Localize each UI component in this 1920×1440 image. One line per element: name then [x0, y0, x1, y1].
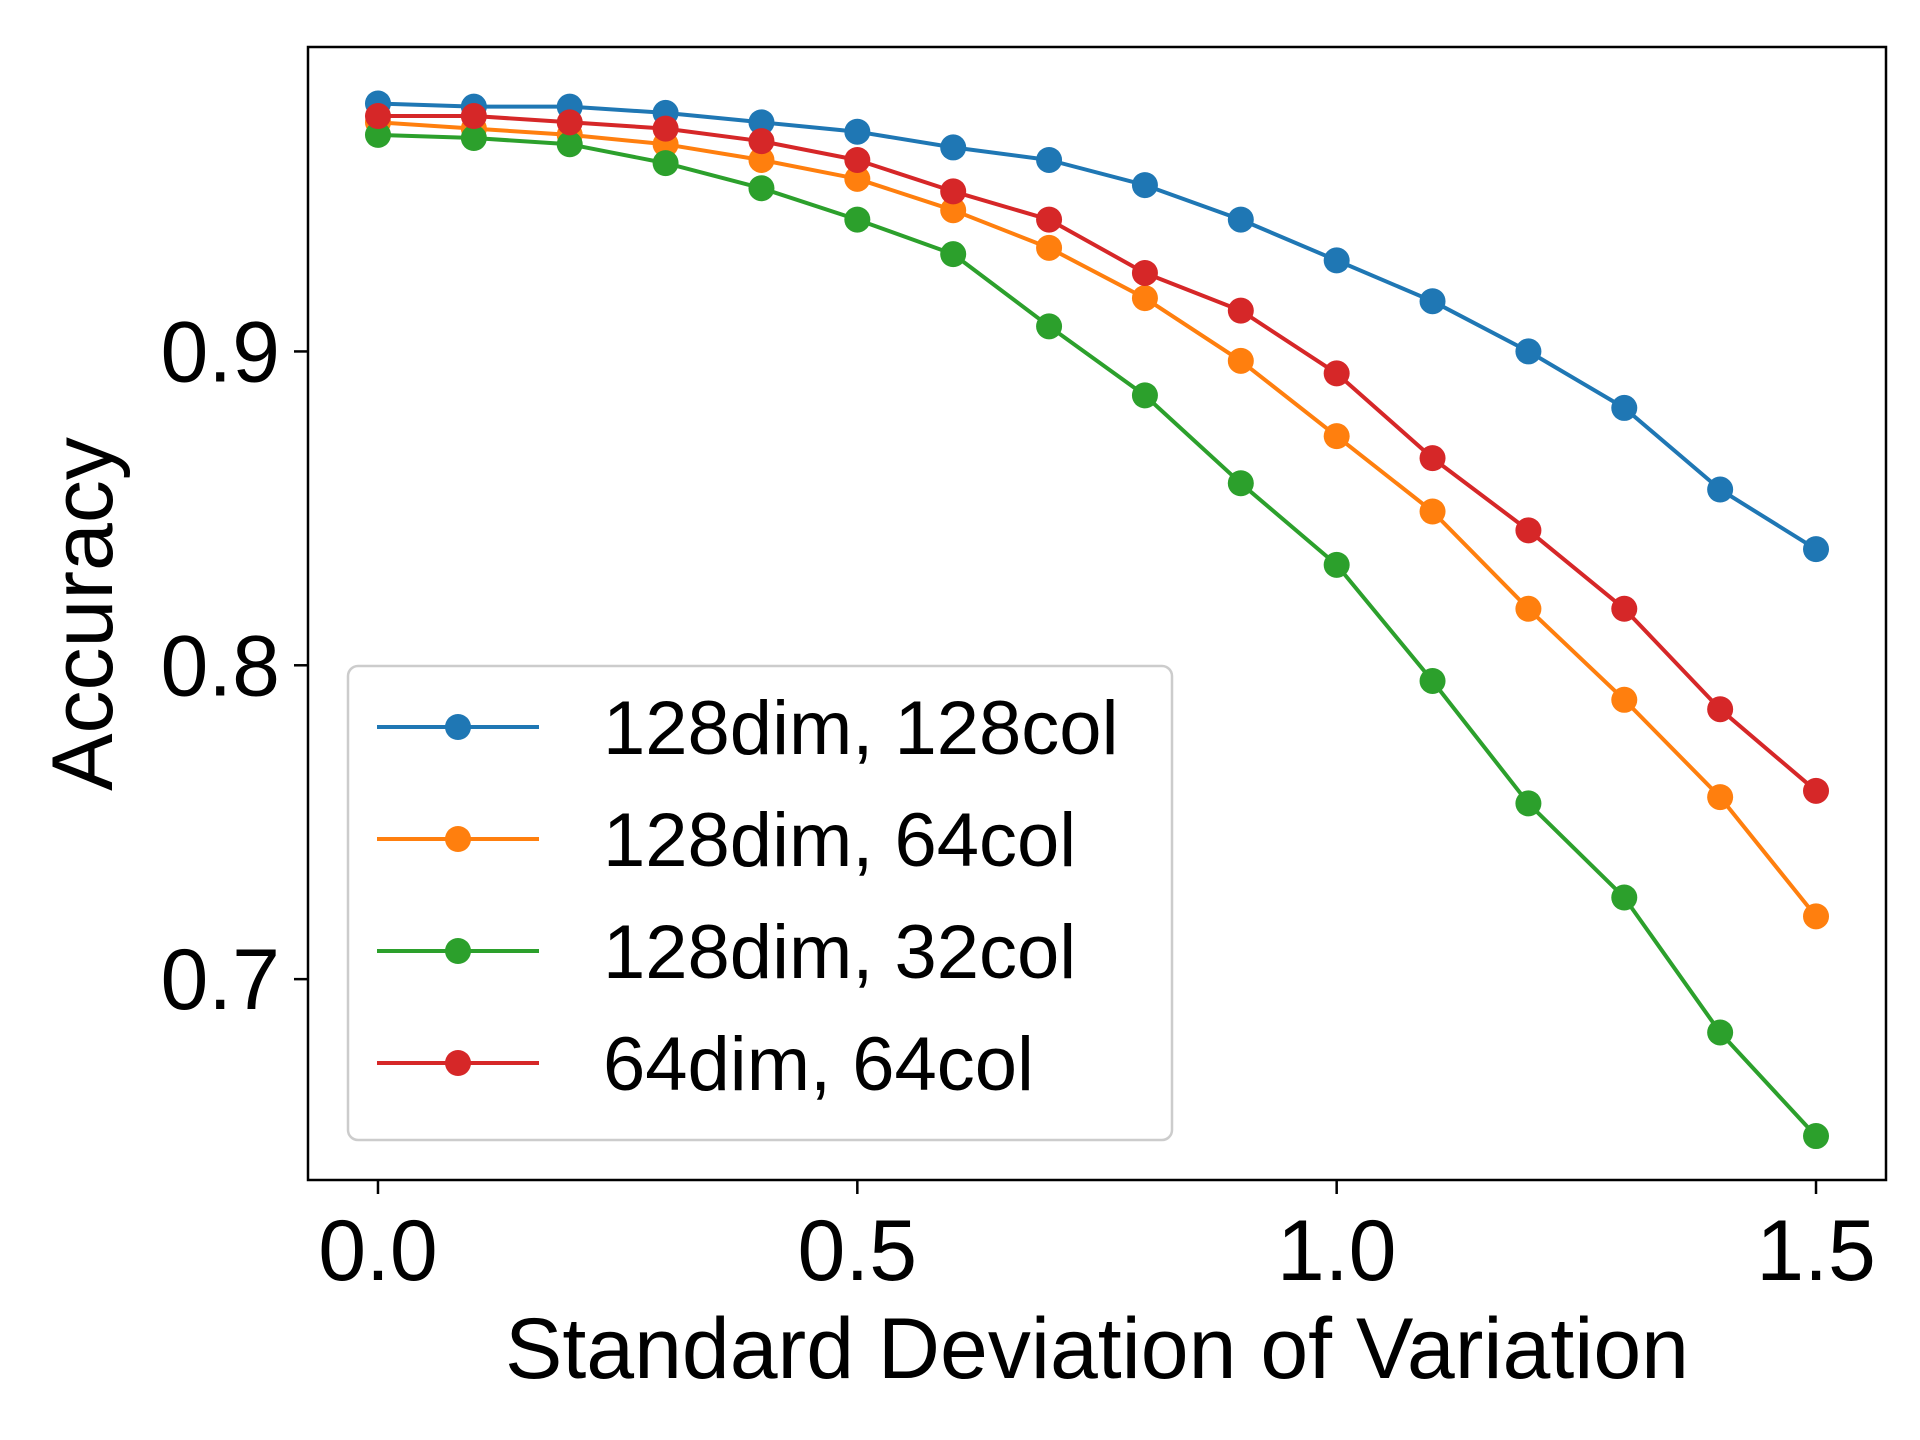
data-point — [1036, 146, 1063, 173]
data-point — [1419, 288, 1446, 315]
data-point — [940, 178, 967, 205]
data-point — [1803, 903, 1830, 930]
series-line — [377, 120, 1818, 918]
series-2 — [364, 109, 1830, 930]
x-axis-label: Standard Deviation of Variation — [505, 1301, 1689, 1397]
y-axis-label: Accuracy — [35, 437, 131, 791]
data-point — [748, 146, 775, 173]
data-point — [748, 128, 775, 155]
series-3 — [364, 121, 1830, 1150]
data-point — [1611, 595, 1638, 622]
data-point — [1036, 234, 1063, 261]
x-tick-label: 1.5 — [1756, 1203, 1876, 1299]
data-point — [1707, 1019, 1734, 1046]
data-point — [1515, 338, 1542, 365]
data-point — [1707, 784, 1734, 811]
data-point — [1131, 382, 1158, 409]
data-point — [1227, 347, 1254, 374]
x-tick-label: 0.0 — [318, 1203, 438, 1299]
legend-items: 128dim, 128col 128dim, 64col 128dim, 32col… — [377, 686, 1118, 1107]
y-tick-label: 0.7 — [160, 932, 280, 1028]
data-point — [844, 165, 871, 192]
series-line — [377, 101, 1818, 551]
data-point — [1419, 667, 1446, 694]
data-point — [1803, 777, 1830, 804]
data-point — [844, 118, 871, 145]
data-point — [1515, 790, 1542, 817]
data-point — [844, 146, 871, 173]
y-tick-label: 0.8 — [160, 618, 280, 714]
data-point — [1803, 536, 1830, 563]
legend-entry: 128dim, 128col — [377, 686, 1118, 771]
x-tick-label: 0.5 — [798, 1203, 918, 1299]
legend-marker — [445, 714, 471, 740]
data-point — [1227, 206, 1254, 233]
legend-label: 128dim, 32col — [603, 910, 1076, 995]
y-axis: 0.7 0.8 0.9 — [160, 304, 308, 1028]
data-point — [1227, 470, 1254, 497]
legend-label: 128dim, 128col — [603, 686, 1118, 771]
data-point — [364, 121, 391, 148]
legend-marker — [445, 1050, 471, 1076]
data-point — [748, 109, 775, 136]
data-point — [1131, 172, 1158, 199]
data-point — [940, 134, 967, 161]
series-line — [377, 132, 1818, 1138]
legend-entry: 64dim, 64col — [377, 1022, 1034, 1107]
x-tick-label: 1.0 — [1277, 1203, 1397, 1299]
plot-area — [364, 90, 1830, 1150]
legend-marker — [445, 938, 471, 964]
data-point — [556, 109, 583, 136]
data-point — [1803, 1123, 1830, 1150]
data-point — [1227, 297, 1254, 324]
legend-label: 128dim, 64col — [603, 798, 1076, 883]
data-point — [844, 206, 871, 233]
data-point — [364, 103, 391, 130]
data-point — [1515, 595, 1542, 622]
plot-frame — [306, 45, 1888, 1182]
data-point — [460, 125, 487, 152]
data-point — [1323, 423, 1350, 450]
data-point — [1323, 551, 1350, 578]
data-point — [1323, 247, 1350, 274]
legend-marker — [445, 826, 471, 852]
x-axis: 0.0 0.5 1.0 1.5 — [318, 1180, 1876, 1299]
data-point — [652, 150, 679, 177]
data-point — [556, 131, 583, 158]
data-point — [652, 115, 679, 142]
legend: 128dim, 128col 128dim, 64col 128dim, 32col… — [346, 664, 1174, 1142]
series-line — [378, 114, 1818, 793]
data-point — [1323, 360, 1350, 387]
data-point — [1036, 206, 1063, 233]
legend-label: 64dim, 64col — [603, 1022, 1034, 1107]
data-point — [1131, 259, 1158, 286]
data-point — [940, 197, 967, 224]
data-point — [1515, 517, 1542, 544]
data-point — [1707, 476, 1734, 503]
data-point — [1611, 394, 1638, 421]
legend-entry: 128dim, 32col — [377, 910, 1076, 995]
legend-entry: 128dim, 64col — [377, 798, 1076, 883]
data-point — [1419, 498, 1446, 525]
data-point — [748, 175, 775, 202]
data-point — [1131, 285, 1158, 312]
data-point — [1707, 696, 1734, 723]
data-point — [460, 103, 487, 130]
legend-box — [346, 664, 1174, 1142]
data-point — [1611, 884, 1638, 911]
data-point — [1036, 313, 1063, 340]
series-4 — [364, 103, 1830, 804]
data-point — [940, 241, 967, 268]
data-point — [1419, 445, 1446, 472]
y-tick-label: 0.9 — [160, 304, 280, 400]
data-point — [1611, 686, 1638, 713]
